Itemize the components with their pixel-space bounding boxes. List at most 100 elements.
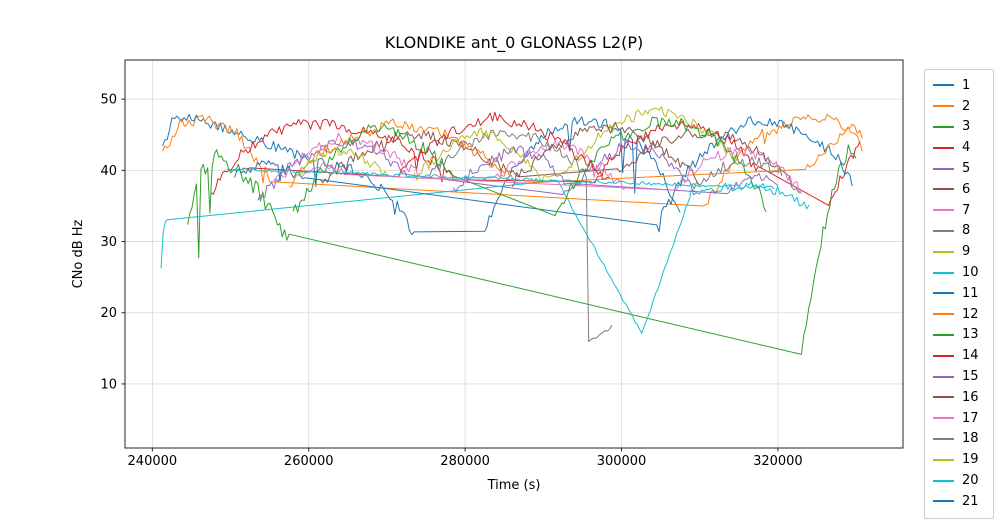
legend-label: 15: [962, 369, 979, 385]
series-line-10: [160, 180, 810, 334]
legend-item: 11: [925, 283, 993, 304]
legend-label: 21: [962, 493, 979, 509]
series-line-15: [452, 145, 779, 195]
y-axis-label: CNo dB Hz: [71, 219, 86, 288]
legend-label: 16: [962, 389, 979, 405]
legend-item: 9: [925, 241, 993, 262]
legend-label: 19: [962, 452, 979, 468]
legend-line-swatch: [933, 458, 954, 461]
legend-line-swatch: [933, 437, 954, 440]
series-line-18: [691, 156, 802, 194]
axis-ticks: [121, 98, 779, 452]
series-line-5: [257, 138, 697, 201]
legend-label: 8: [962, 223, 971, 239]
legend-line-swatch: [933, 271, 954, 274]
legend-item: 13: [925, 325, 993, 346]
legend-line-swatch: [933, 125, 954, 128]
y-tick-label: 10: [100, 377, 117, 392]
legend-item: 18: [925, 429, 993, 450]
legend-label: 6: [962, 181, 971, 197]
x-tick-label: 240000: [128, 454, 178, 469]
y-tick-label: 40: [100, 164, 117, 179]
legend-label: 7: [962, 202, 971, 218]
x-axis-label: Time (s): [487, 478, 541, 493]
legend-line-swatch: [933, 250, 954, 253]
legend-line-swatch: [933, 479, 954, 482]
legend-line-swatch: [933, 354, 954, 357]
legend-label: 3: [962, 119, 971, 135]
y-tick-label: 50: [100, 93, 117, 108]
chart-title: KLONDIKE ant_0 GLONASS L2(P): [385, 33, 643, 53]
plot-area: [160, 106, 863, 355]
legend-line-swatch: [933, 375, 954, 378]
legend-line-swatch: [933, 209, 954, 212]
series-line-17: [300, 146, 802, 193]
y-tick-labels: 10 20 30 40 50: [100, 93, 117, 393]
legend-item: 10: [925, 262, 993, 283]
legend-label: 4: [962, 140, 971, 156]
series-line-11: [234, 116, 853, 233]
legend-line-swatch: [933, 292, 954, 295]
legend-item: 2: [925, 96, 993, 117]
legend-item: 12: [925, 304, 993, 325]
legend-line-swatch: [933, 417, 954, 420]
legend-line-swatch: [933, 229, 954, 232]
chart-figure: 240000 260000 280000 300000 320000 10 20 30 40 5…: [71, 33, 904, 493]
series-line-6: [320, 127, 783, 184]
x-tick-labels: 240000 260000 280000 300000 320000: [128, 454, 803, 469]
legend-item: 14: [925, 345, 993, 366]
series-line-2: [162, 113, 863, 207]
series-line-16: [511, 121, 701, 187]
legend-item: 7: [925, 200, 993, 221]
legend-item: 6: [925, 179, 993, 200]
legend-line-swatch: [933, 333, 954, 336]
legend-item: 3: [925, 117, 993, 138]
legend-line-swatch: [933, 146, 954, 149]
series-line-19: [296, 147, 388, 178]
legend-label: 5: [962, 161, 971, 177]
legend-item: 21: [925, 491, 993, 512]
legend-item: 20: [925, 470, 993, 491]
legend-line-swatch: [933, 84, 954, 87]
legend-label: 12: [962, 306, 979, 322]
y-tick-label: 30: [100, 235, 117, 250]
legend-label: 17: [962, 410, 979, 426]
legend-line-swatch: [933, 188, 954, 191]
series-line-12: [289, 118, 863, 188]
x-tick-label: 280000: [440, 454, 490, 469]
legend-label: 10: [962, 265, 979, 281]
series-line-8: [429, 129, 613, 343]
legend-label: 18: [962, 431, 979, 447]
legend-item: 15: [925, 366, 993, 387]
series-line-7: [273, 132, 626, 190]
x-tick-label: 260000: [284, 454, 334, 469]
legend-label: 11: [962, 285, 979, 301]
legend-item: 19: [925, 449, 993, 470]
series-line-20: [226, 167, 775, 190]
legend-line-swatch: [933, 167, 954, 170]
legend-item: 1: [925, 75, 993, 96]
series-line-9: [413, 106, 736, 181]
legend-label: 1: [962, 77, 971, 93]
legend-item: 17: [925, 408, 993, 429]
legend-label: 13: [962, 327, 979, 343]
legend-item: 4: [925, 137, 993, 158]
legend-item: 8: [925, 221, 993, 242]
legend-label: 14: [962, 348, 979, 364]
legend-label: 9: [962, 244, 971, 260]
grid-lines: [125, 60, 903, 448]
series-line-14: [242, 111, 610, 180]
legend-line-swatch: [933, 500, 954, 503]
legend-item: 16: [925, 387, 993, 408]
legend: 1 2 3 4 5 6 7 8 9 10 11 12 13 14 15 16 17 18 19 20 21: [924, 69, 994, 519]
axes-border: [124, 59, 904, 449]
legend-label: 2: [962, 98, 971, 114]
legend-item: 5: [925, 158, 993, 179]
legend-line-swatch: [933, 313, 954, 316]
legend-line-swatch: [933, 396, 954, 399]
x-tick-label: 320000: [753, 454, 803, 469]
series-line-3: [187, 144, 857, 355]
legend-line-swatch: [933, 105, 954, 108]
y-tick-label: 20: [100, 306, 117, 321]
legend-label: 20: [962, 473, 979, 489]
